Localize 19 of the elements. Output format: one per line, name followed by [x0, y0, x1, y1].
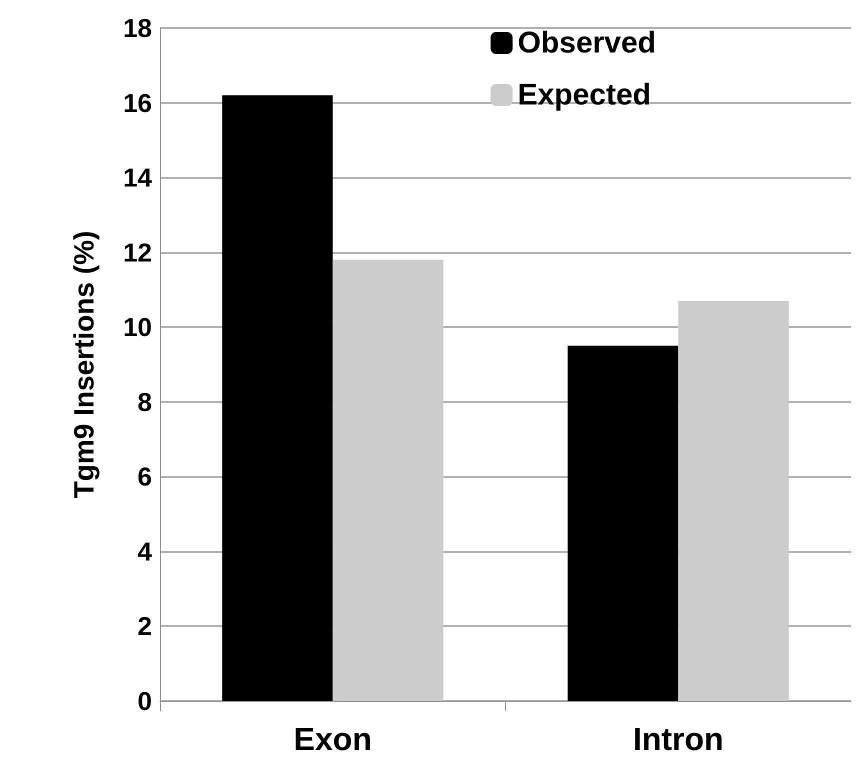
- y-tick-label: 16: [123, 88, 152, 118]
- y-tick-label: 6: [138, 462, 152, 492]
- y-tick-label: 4: [138, 536, 153, 566]
- y-tick-label: 18: [123, 13, 152, 43]
- y-tick-label: 2: [138, 611, 152, 642]
- bar: [332, 260, 444, 701]
- y-tick-label: 0: [138, 686, 152, 716]
- bar: [678, 300, 789, 701]
- y-axis-title: Tgm9 Insertions (%): [68, 230, 100, 498]
- x-tick-label: Intron: [632, 721, 724, 757]
- y-tick-label: 12: [123, 237, 152, 268]
- legend-label: Expected: [518, 78, 651, 112]
- y-tick-label: 14: [123, 162, 153, 193]
- y-tick-label: 8: [138, 386, 152, 417]
- y-tick-label: 10: [123, 312, 152, 342]
- legend-label: Observed: [518, 26, 656, 60]
- bar: [568, 346, 678, 701]
- bar: [222, 95, 333, 701]
- x-tick-label: Exon: [294, 721, 372, 757]
